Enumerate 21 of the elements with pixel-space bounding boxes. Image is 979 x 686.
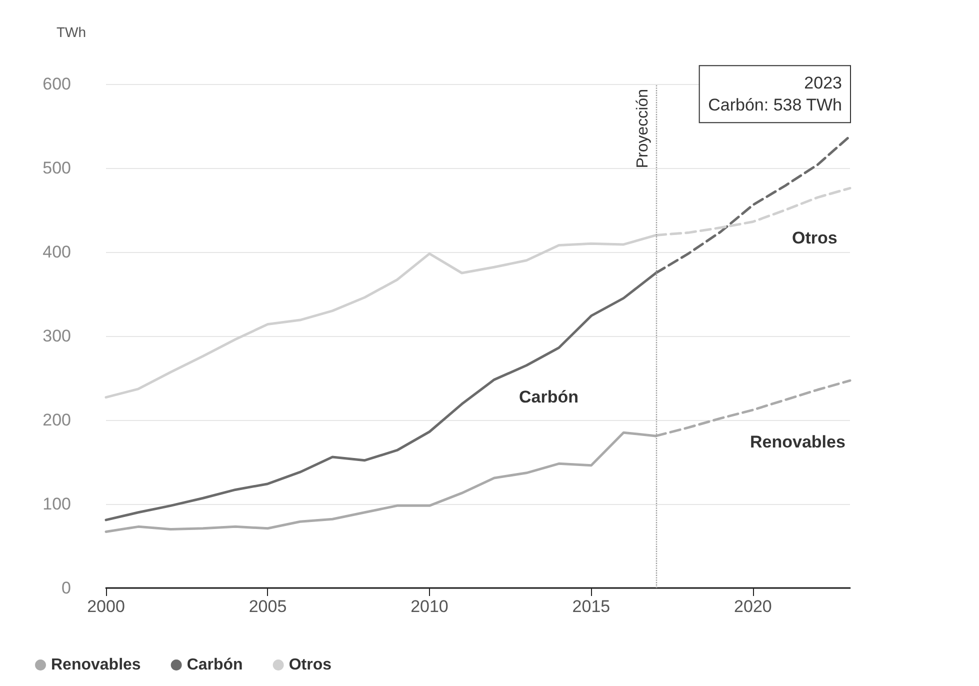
y-tick-label: 400 [42,242,71,262]
y-axis-title: TWh [56,24,86,40]
y-tick-label: 100 [42,494,71,514]
x-tick-label: 2015 [572,597,610,616]
y-tick-label: 300 [42,326,71,346]
text: Renovables [750,432,846,452]
annotation: 2023 Carbón: 538 TWh [708,74,842,115]
x-tick-label: 2000 [87,597,125,616]
legend-label: Otros [288,656,332,674]
y-tick-label: 500 [42,158,71,178]
x-tick-label: 2005 [248,597,287,616]
y-tick-label: 600 [42,74,71,94]
ref-line-label: Proyección [634,89,652,168]
y-tick-label: 0 [62,578,71,598]
y-tick-label: 200 [42,410,71,430]
x-tick-label: 2010 [410,597,448,616]
legend-label: Renovables [51,656,141,674]
legend-label: Carbón [186,656,243,674]
x-tick-label: 2020 [734,597,772,616]
text: Carbón [519,388,578,406]
text: Otros [792,228,838,248]
